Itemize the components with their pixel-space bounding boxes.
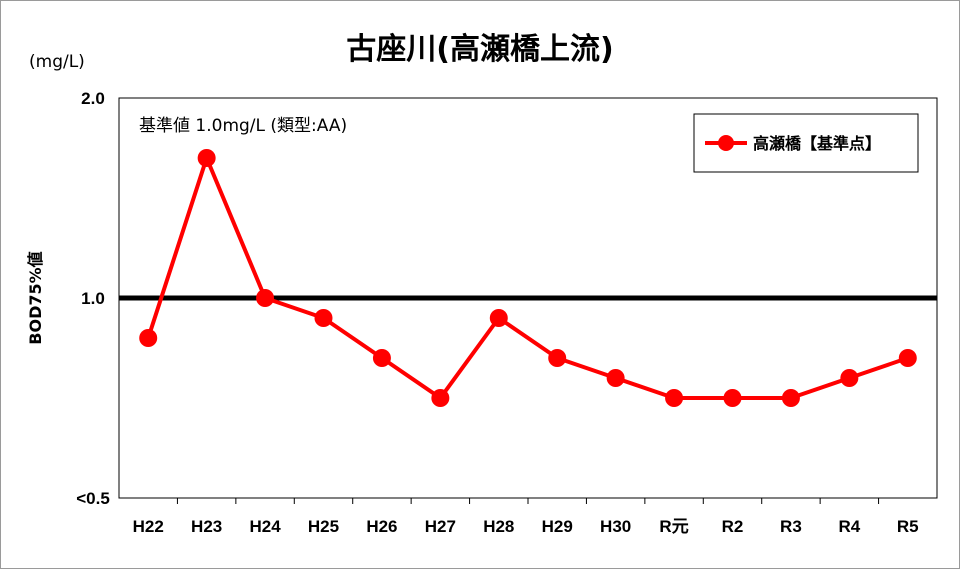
data-point-H23: [197, 149, 216, 167]
x-tick-label: R5: [897, 517, 919, 536]
data-point-H22: [139, 329, 158, 347]
x-tick-label: H27: [425, 517, 456, 536]
data-point-R2: [723, 389, 742, 407]
x-tick-label: H23: [191, 517, 222, 536]
y-tick-label: 2.0: [81, 89, 105, 108]
data-point-H29: [548, 349, 567, 367]
series-line: [146, 156, 909, 400]
x-tick-label: R元: [659, 517, 688, 536]
legend-series-label: 高瀬橋【基準点】: [753, 134, 881, 153]
data-point-R4: [840, 369, 859, 387]
y-axis-label: BOD75%値: [26, 251, 45, 344]
data-point-H27: [431, 389, 450, 407]
x-tick-label: H28: [483, 517, 514, 536]
x-tick-labels: H22 H23 H24 H25 H26 H27 H28 H29 H30 R元 R2 R3 R4 R5: [133, 517, 919, 536]
y-tick-label: 1.0: [81, 289, 105, 308]
legend: 高瀬橋【基準点】: [693, 113, 919, 173]
x-tick-label: H29: [542, 517, 573, 536]
data-point-H26: [372, 349, 391, 367]
reference-line-label: 基準値 1.0mg/L (類型:AA): [139, 116, 347, 136]
y-tick-label: <0.5: [76, 489, 110, 508]
x-tick-label: R4: [838, 517, 860, 536]
x-tick-label: H30: [600, 517, 631, 536]
x-tick-label: R3: [780, 517, 802, 536]
x-tick-label: H24: [249, 517, 281, 536]
series-group: [139, 149, 917, 407]
data-point-R3: [781, 389, 800, 407]
x-tick-marks: [176, 498, 880, 504]
data-point-H30: [606, 369, 625, 387]
y-tick-labels: 2.0 1.0 <0.5: [76, 89, 110, 508]
data-point-H25: [314, 309, 333, 327]
data-point-R元: [665, 389, 684, 407]
x-tick-label: H25: [308, 517, 339, 536]
unit-label: (mg/L): [29, 52, 85, 72]
data-point-H24: [256, 289, 275, 307]
legend-marker-swatch: [718, 135, 734, 151]
x-tick-label: R2: [722, 517, 744, 536]
x-tick-label: H26: [366, 517, 397, 536]
data-point-R5: [898, 349, 917, 367]
x-tick-label: H22: [133, 517, 164, 536]
chart-title: 古座川(高瀬橋上流): [346, 32, 613, 67]
data-point-H28: [489, 309, 508, 327]
